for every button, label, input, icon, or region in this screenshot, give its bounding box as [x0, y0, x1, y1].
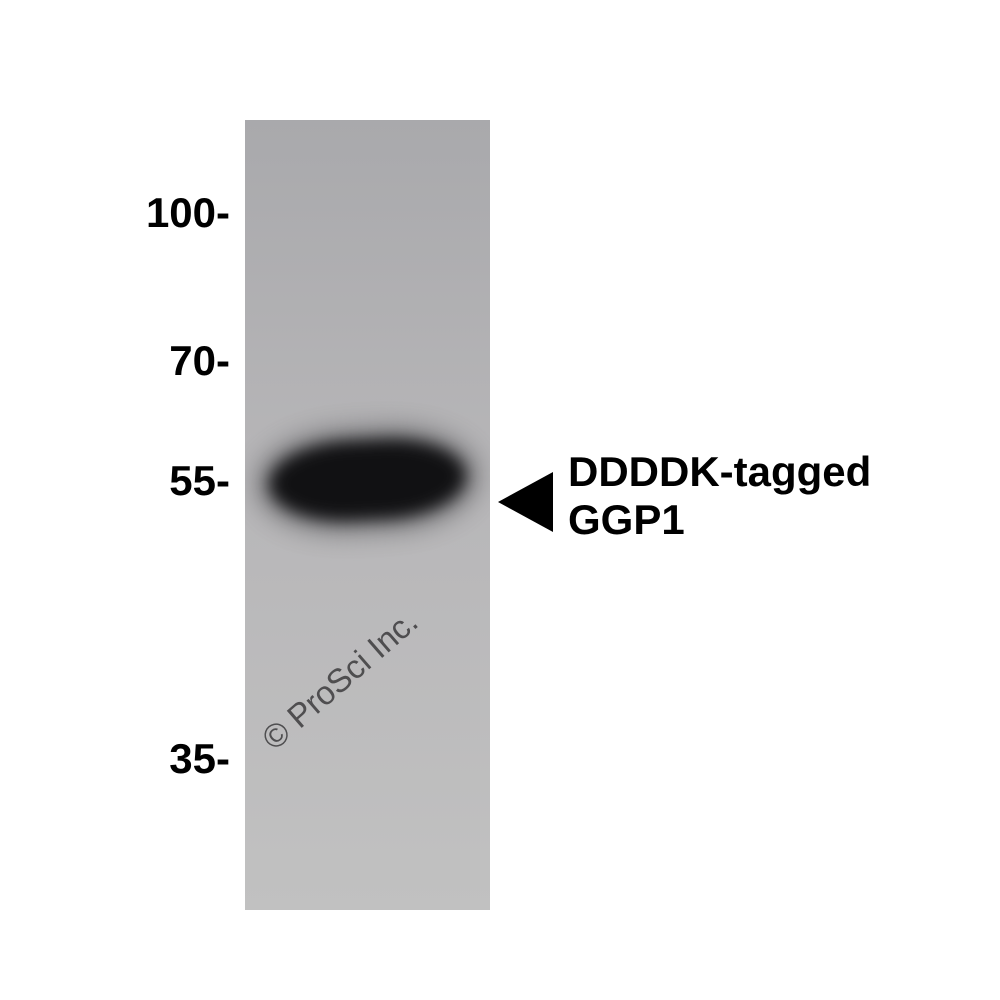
protein-label: DDDDK-tagged GGP1: [568, 448, 871, 545]
mw-marker-55: 55-: [169, 457, 230, 505]
mw-marker-35: 35-: [169, 735, 230, 783]
protein-label-line1: DDDDK-tagged: [568, 448, 871, 496]
blot-lane: © ProSci Inc.: [245, 120, 490, 910]
copyright-watermark: © ProSci Inc.: [255, 602, 426, 757]
protein-label-line2: GGP1: [568, 496, 871, 544]
western-blot-figure: © ProSci Inc. 100- 70- 55- 35- DDDDK-tagged…: [0, 0, 1000, 1000]
mw-marker-100: 100-: [146, 189, 230, 237]
mw-marker-70: 70-: [169, 337, 230, 385]
band-pointer-arrow: [498, 472, 553, 532]
